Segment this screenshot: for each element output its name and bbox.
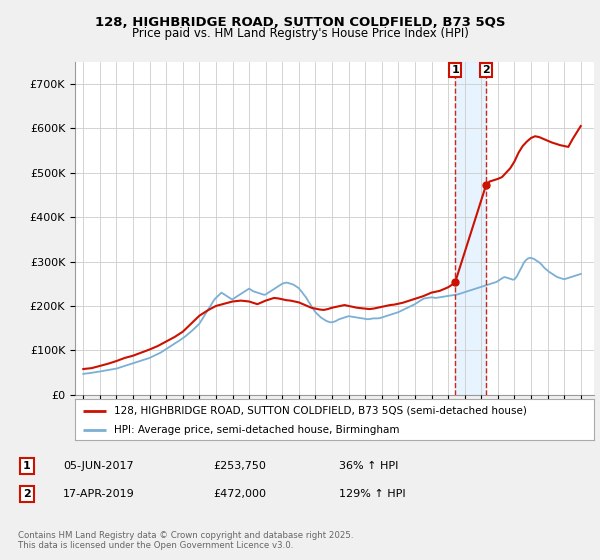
- Text: 128, HIGHBRIDGE ROAD, SUTTON COLDFIELD, B73 5QS (semi-detached house): 128, HIGHBRIDGE ROAD, SUTTON COLDFIELD, …: [114, 405, 527, 416]
- Text: 05-JUN-2017: 05-JUN-2017: [63, 461, 134, 471]
- Text: 17-APR-2019: 17-APR-2019: [63, 489, 135, 499]
- Text: 128, HIGHBRIDGE ROAD, SUTTON COLDFIELD, B73 5QS: 128, HIGHBRIDGE ROAD, SUTTON COLDFIELD, …: [95, 16, 505, 29]
- Text: 36% ↑ HPI: 36% ↑ HPI: [339, 461, 398, 471]
- Text: £253,750: £253,750: [213, 461, 266, 471]
- Text: 129% ↑ HPI: 129% ↑ HPI: [339, 489, 406, 499]
- Text: Contains HM Land Registry data © Crown copyright and database right 2025.
This d: Contains HM Land Registry data © Crown c…: [18, 531, 353, 550]
- Text: 1: 1: [451, 65, 459, 75]
- Text: £472,000: £472,000: [213, 489, 266, 499]
- Text: 2: 2: [23, 489, 31, 499]
- Text: Price paid vs. HM Land Registry's House Price Index (HPI): Price paid vs. HM Land Registry's House …: [131, 27, 469, 40]
- Text: 2: 2: [482, 65, 490, 75]
- Text: HPI: Average price, semi-detached house, Birmingham: HPI: Average price, semi-detached house,…: [114, 424, 400, 435]
- Text: 1: 1: [23, 461, 31, 471]
- Bar: [455, 62, 486, 395]
